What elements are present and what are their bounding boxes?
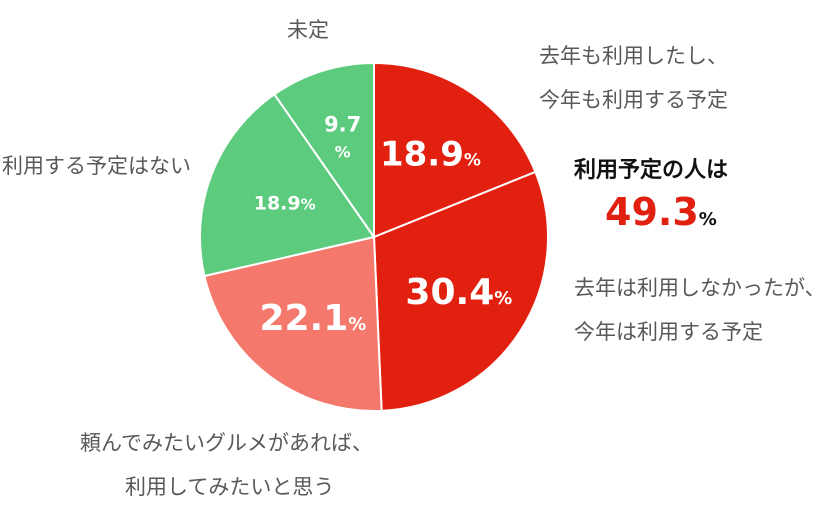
summary-heading: 利用予定の人は	[574, 158, 729, 183]
slice-value-label-2: 22.1%	[259, 298, 366, 339]
label-used-last-year-line1: 去年も利用したし、	[539, 44, 728, 68]
summary-number: 49.3	[605, 190, 699, 234]
label-no-plan: 利用する予定はない	[2, 154, 191, 178]
slice-value-label-3: 18.9%	[254, 192, 316, 214]
label-new-user-line1: 去年は利用しなかったが、	[574, 276, 826, 300]
slice-value-label-1: 30.4%	[405, 272, 512, 313]
label-new-user-line2: 今年は利用する予定	[574, 320, 763, 344]
label-maybe-line2: 利用してみたいと思う	[125, 475, 335, 499]
summary-value: 49.3%	[605, 190, 717, 234]
label-used-last-year-line2: 今年も利用する予定	[539, 88, 728, 112]
label-undecided: 未定	[287, 18, 329, 42]
slice-value-label-0: 18.9%	[380, 134, 481, 174]
pie-slice-0	[373, 61, 537, 239]
label-maybe-line1: 頼んでみたいグルメがあれば、	[80, 431, 373, 455]
pie-slice-3	[199, 92, 376, 278]
slice-unit-label-4: %	[335, 142, 351, 161]
slice-value-label-4: 9.7	[324, 112, 361, 136]
summary-unit: %	[698, 209, 717, 230]
pie-slice-1	[372, 170, 549, 412]
pie-slice-4	[273, 61, 375, 241]
pie-slice-2	[203, 235, 383, 412]
